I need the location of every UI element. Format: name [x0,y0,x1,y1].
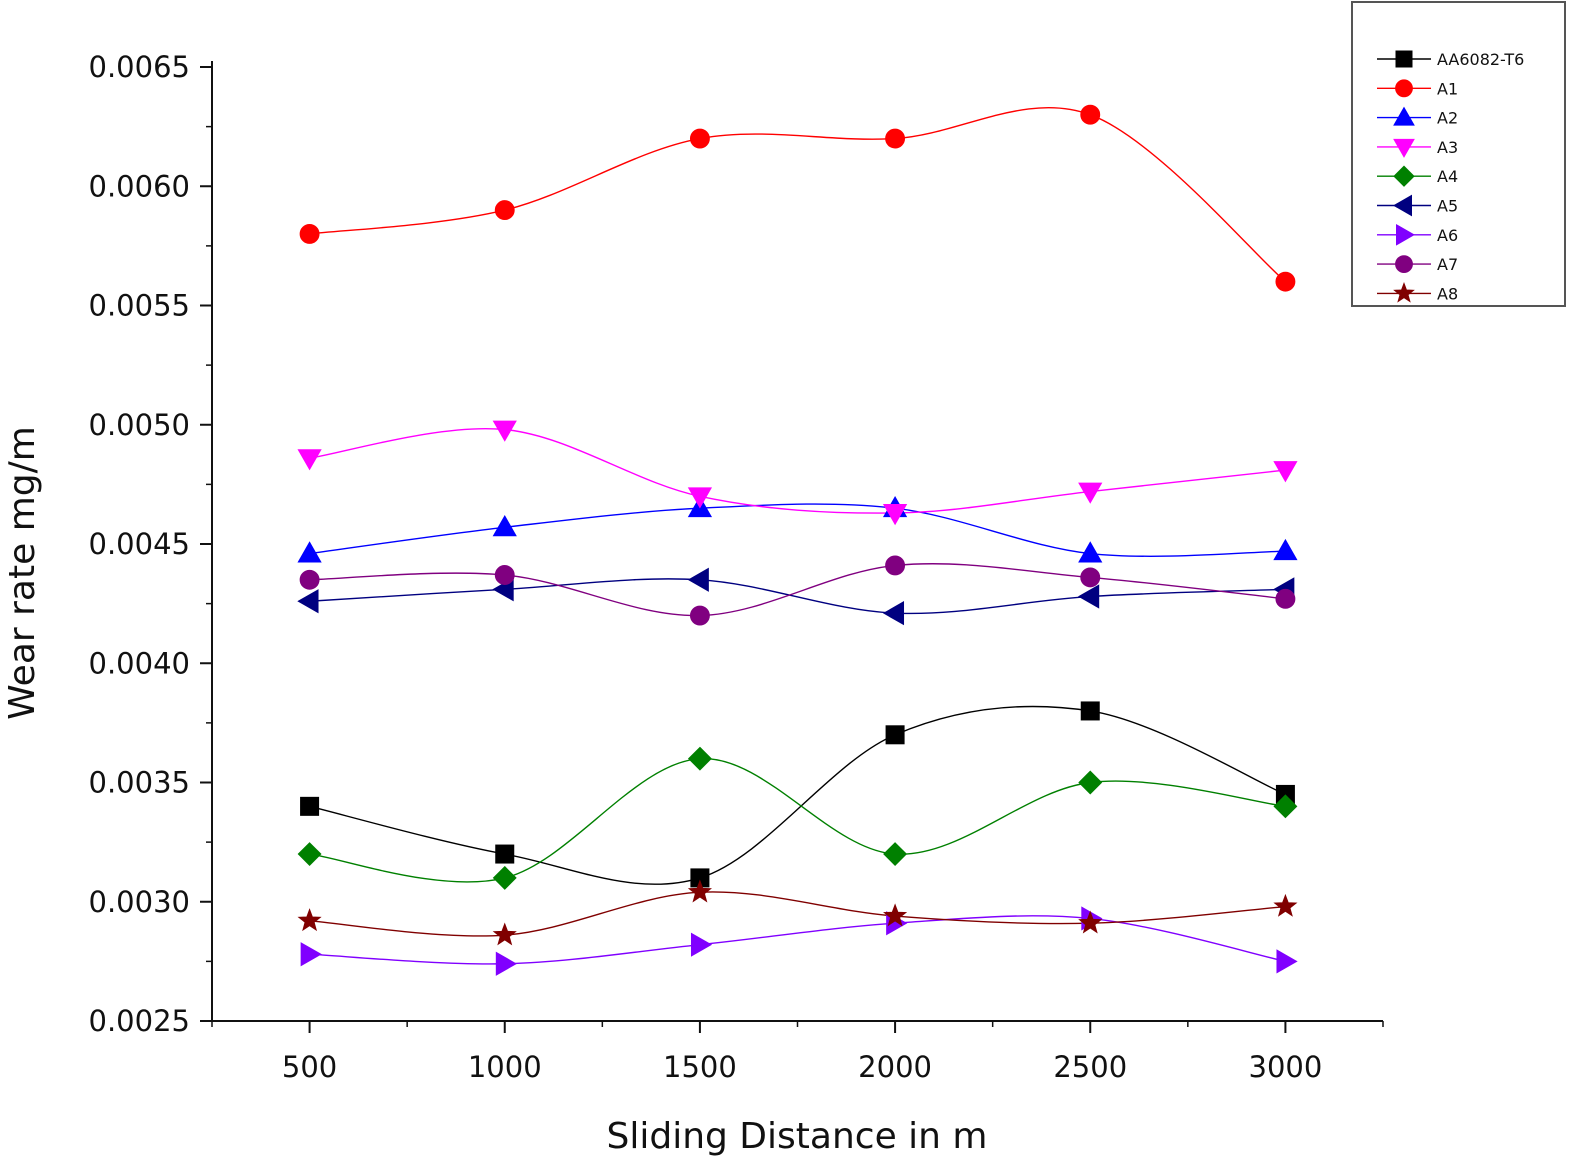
data-point [297,842,322,867]
series-line-AA6082-T6 [309,705,1286,885]
data-point [882,601,905,626]
y-tick-label: 0.0055 [89,289,190,323]
legend-marker [1392,194,1412,217]
legend-marker [1395,79,1413,98]
data-point [297,589,319,614]
series-line-A3 [309,428,1286,514]
data-point [1275,271,1296,292]
data-point [1080,567,1101,588]
data-point [687,567,709,592]
data-point [687,746,712,771]
data-point [1275,588,1296,609]
legend-label: A4 [1437,167,1458,186]
data-point [495,844,515,864]
data-point [1273,893,1298,917]
legend-marker [1393,138,1415,158]
data-point [883,842,908,867]
legend-marker [1395,255,1413,274]
data-point [492,420,517,442]
legend-label: A6 [1437,226,1458,245]
data-point [687,879,712,903]
series-line-A1 [309,106,1286,283]
data-point [1080,701,1100,721]
data-point [1077,584,1100,609]
series-line-A6 [309,915,1286,965]
data-point [495,951,518,976]
series-line-A7 [309,563,1286,617]
x-tick-label: 1500 [663,1050,737,1084]
data-point [1273,794,1298,819]
y-tick-label: 0.0035 [89,766,190,800]
data-point [300,796,320,816]
data-point [1078,770,1103,795]
data-point [494,200,515,221]
y-tick-label: 0.0050 [89,408,190,442]
data-point [883,903,908,927]
x-tick-label: 2500 [1053,1050,1127,1084]
legend-marker [1393,165,1415,187]
data-point [1080,104,1101,125]
data-point [297,908,322,932]
legend-label: A3 [1437,138,1458,157]
tick-layer: 0.0025 0.0030 0.0035 0.0040 0.0045 0.0050 0.00… [89,50,1384,1084]
legend-marker [1395,50,1413,68]
data-point [885,555,906,576]
legend-marker [1393,281,1415,303]
data-point [882,504,908,526]
data-point [1273,461,1298,483]
data-point [689,128,710,149]
data-point [689,605,710,626]
y-axis-title: Wear rate mg/m [2,426,43,720]
x-tick-label: 3000 [1249,1050,1323,1084]
data-point [492,515,517,537]
y-tick-label: 0.0030 [89,885,190,919]
series-line-A2 [309,503,1286,557]
y-tick-label: 0.0040 [89,646,190,680]
legend-marker [1393,106,1415,126]
x-axis-title: Sliding Distance in m [606,1116,987,1157]
legend-marker [1396,223,1416,246]
legend-label: A8 [1437,284,1458,303]
legend-box [1351,1,1566,307]
series-lines [309,106,1286,965]
legend-label: A7 [1437,255,1458,274]
series-line-A4 [309,757,1286,883]
x-tick-label: 1000 [468,1050,542,1084]
data-point [690,932,713,957]
series-line-A5 [309,578,1286,615]
legend-label: A1 [1437,79,1458,98]
data-point [492,865,517,890]
series-line-A8 [309,891,1286,937]
data-point [299,224,320,244]
data-point [1273,538,1298,561]
data-point [299,569,320,590]
y-tick-label: 0.0025 [89,1004,190,1038]
data-point [1078,910,1103,934]
data-point [1276,949,1298,974]
y-tick-label: 0.0065 [89,50,190,84]
data-point [1078,482,1103,504]
data-point [300,942,322,967]
legend: AA6082-T6 A1 A2 A3 A4 A5 A6 A7 A8 [1351,1,1566,307]
data-point [492,922,517,946]
axes [211,61,1383,1022]
data-point [297,449,322,471]
data-point [494,565,515,585]
data-point [297,541,322,563]
data-point [1078,541,1103,563]
legend-label: A5 [1437,197,1458,216]
y-tick-label: 0.0045 [89,527,190,561]
x-tick-label: 2000 [858,1050,932,1084]
data-point [687,487,713,509]
y-tick-label: 0.0060 [89,169,190,203]
series-markers [297,104,1298,976]
x-tick-label: 500 [282,1050,337,1084]
data-point [885,725,905,745]
legend-label: A2 [1437,109,1458,128]
legend-label: AA6082-T6 [1437,50,1524,69]
data-point [885,128,906,149]
